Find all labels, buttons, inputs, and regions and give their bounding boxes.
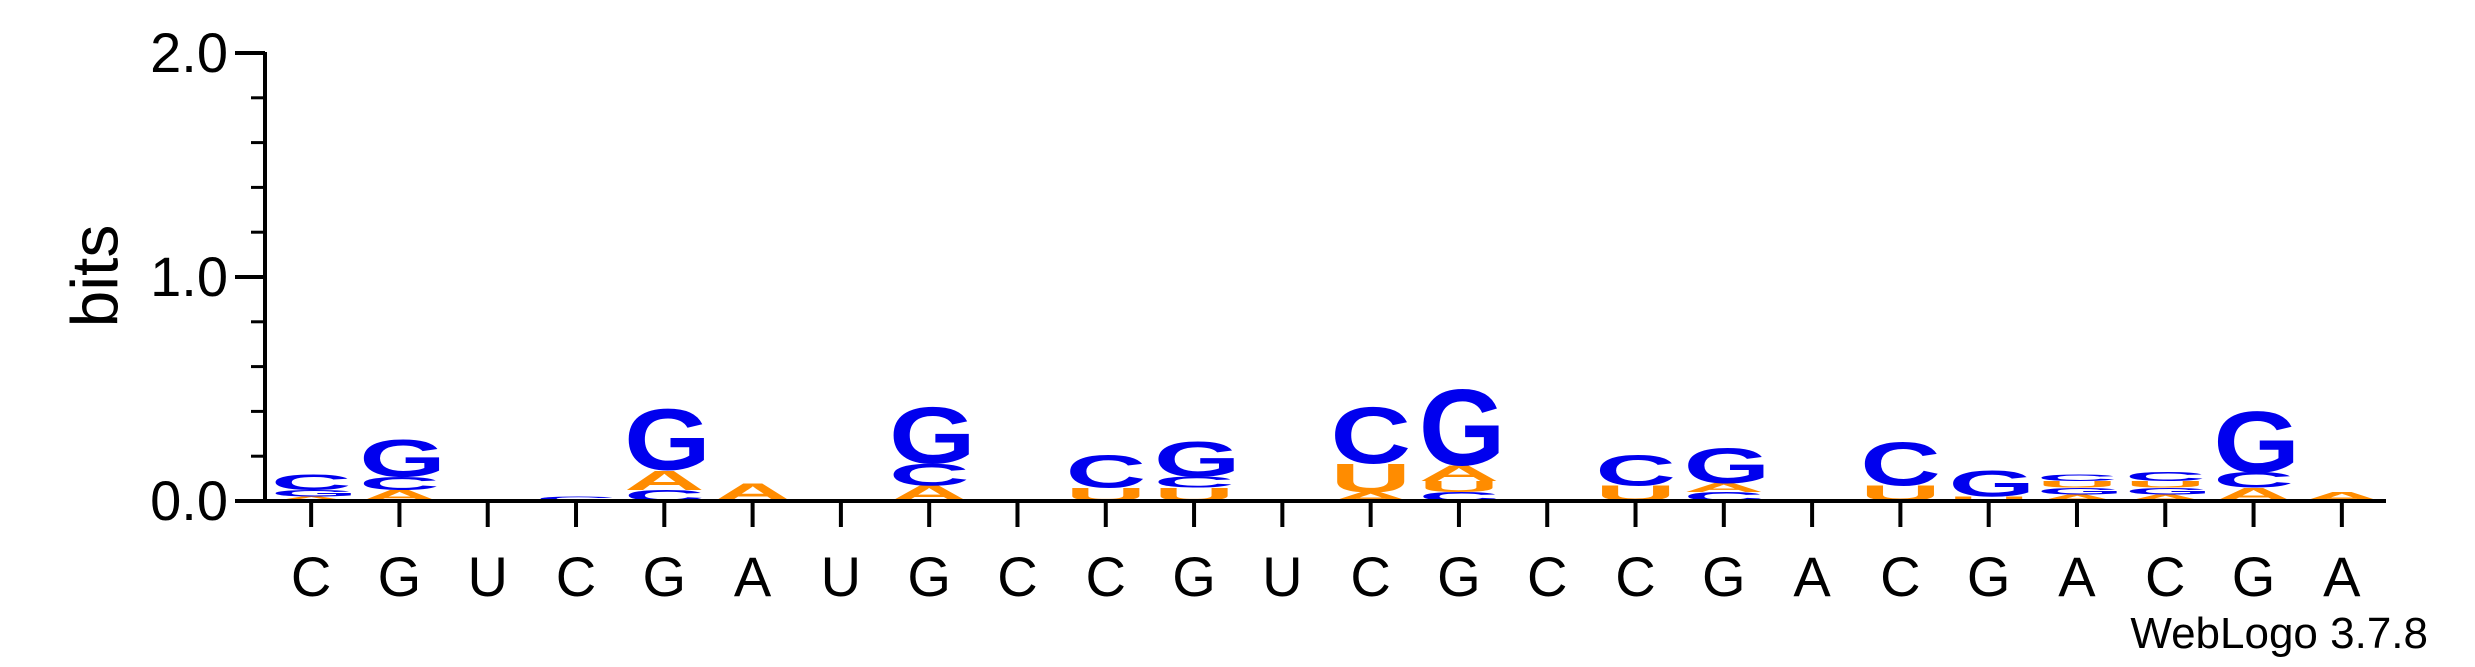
- y-tick-label: 2.0: [150, 21, 228, 84]
- logo-letter-G: G: [1419, 367, 1506, 489]
- x-position-label: U: [468, 545, 508, 608]
- y-axis-ticks: 0.0 1.0 2.0: [150, 21, 265, 532]
- logo-letter-U: U: [2125, 479, 2206, 489]
- logo-letter-G: G: [271, 488, 358, 498]
- logo-letter-C: C: [1860, 430, 1941, 500]
- logo-letter-G: G: [2213, 394, 2300, 492]
- logo-letter-A: A: [271, 495, 352, 502]
- x-position-label: G: [1702, 545, 1746, 608]
- logo-letter-G: G: [1154, 432, 1241, 487]
- x-position-label: G: [1437, 545, 1481, 608]
- x-position-label: C: [1615, 545, 1655, 608]
- logo-letter-C: C: [2037, 472, 2118, 482]
- x-position-label: C: [1350, 545, 1390, 608]
- logo-letter-G: G: [1684, 439, 1771, 494]
- weblogo-credit: WebLogo 3.7.8: [2130, 609, 2428, 658]
- logo-letter-U: U: [1331, 455, 1412, 500]
- logo-letter-A: A: [2125, 493, 2206, 503]
- x-position-label: A: [1793, 545, 1831, 608]
- y-tick-label: 1.0: [150, 245, 228, 308]
- logo-letter-G: G: [1949, 463, 2036, 505]
- logo-letter-C: C: [271, 470, 352, 494]
- logo-letter-G: G: [624, 391, 711, 489]
- x-position-label: C: [2145, 545, 2185, 608]
- x-position-label: U: [821, 545, 861, 608]
- logo-letter-G: G: [359, 429, 446, 488]
- x-position-label: G: [1967, 545, 2011, 608]
- x-position-label: A: [2058, 545, 2096, 608]
- x-position-label: C: [997, 545, 1037, 608]
- x-position-label: A: [734, 545, 772, 608]
- logo-letter-G: G: [2037, 486, 2124, 496]
- x-position-label: C: [1086, 545, 1126, 608]
- x-position-label: A: [2323, 545, 2361, 608]
- logo-letter-C: C: [359, 473, 440, 494]
- x-position-label: G: [907, 545, 951, 608]
- x-position-label: C: [556, 545, 596, 608]
- logo-letter-A: A: [1419, 461, 1500, 485]
- x-position-label: G: [643, 545, 687, 608]
- logo-letter-A: A: [1684, 481, 1765, 495]
- logo-letter-G: G: [2125, 486, 2212, 496]
- logo-letter-C: C: [889, 458, 970, 493]
- x-position-label: G: [2232, 545, 2276, 608]
- logo-letter-C: C: [1595, 446, 1676, 495]
- logo-letter-U: U: [1949, 495, 2030, 502]
- logo-letter-U: U: [1419, 478, 1500, 495]
- x-position-label: G: [1172, 545, 1216, 608]
- logo-letter-C: C: [536, 495, 617, 502]
- logo-letter-G: G: [889, 390, 976, 481]
- x-position-label: C: [1880, 545, 1920, 608]
- x-position-label: C: [1527, 545, 1567, 608]
- logo-letter-C: C: [1331, 390, 1412, 481]
- y-axis-title: bits: [57, 225, 131, 328]
- logo-letter-A: A: [2037, 493, 2118, 503]
- y-tick-label: 0.0: [150, 469, 228, 532]
- logo-letter-A: A: [624, 465, 705, 496]
- x-position-label: U: [1262, 545, 1302, 608]
- x-position-label: C: [291, 545, 331, 608]
- logo-letter-C: C: [2125, 470, 2206, 484]
- logo-letter-C: C: [1066, 446, 1147, 498]
- logo-letter-U: U: [2037, 479, 2118, 489]
- x-position-label: G: [378, 545, 422, 608]
- logo-letter-C: C: [1154, 473, 1235, 490]
- logo-letter-C: C: [2213, 468, 2294, 492]
